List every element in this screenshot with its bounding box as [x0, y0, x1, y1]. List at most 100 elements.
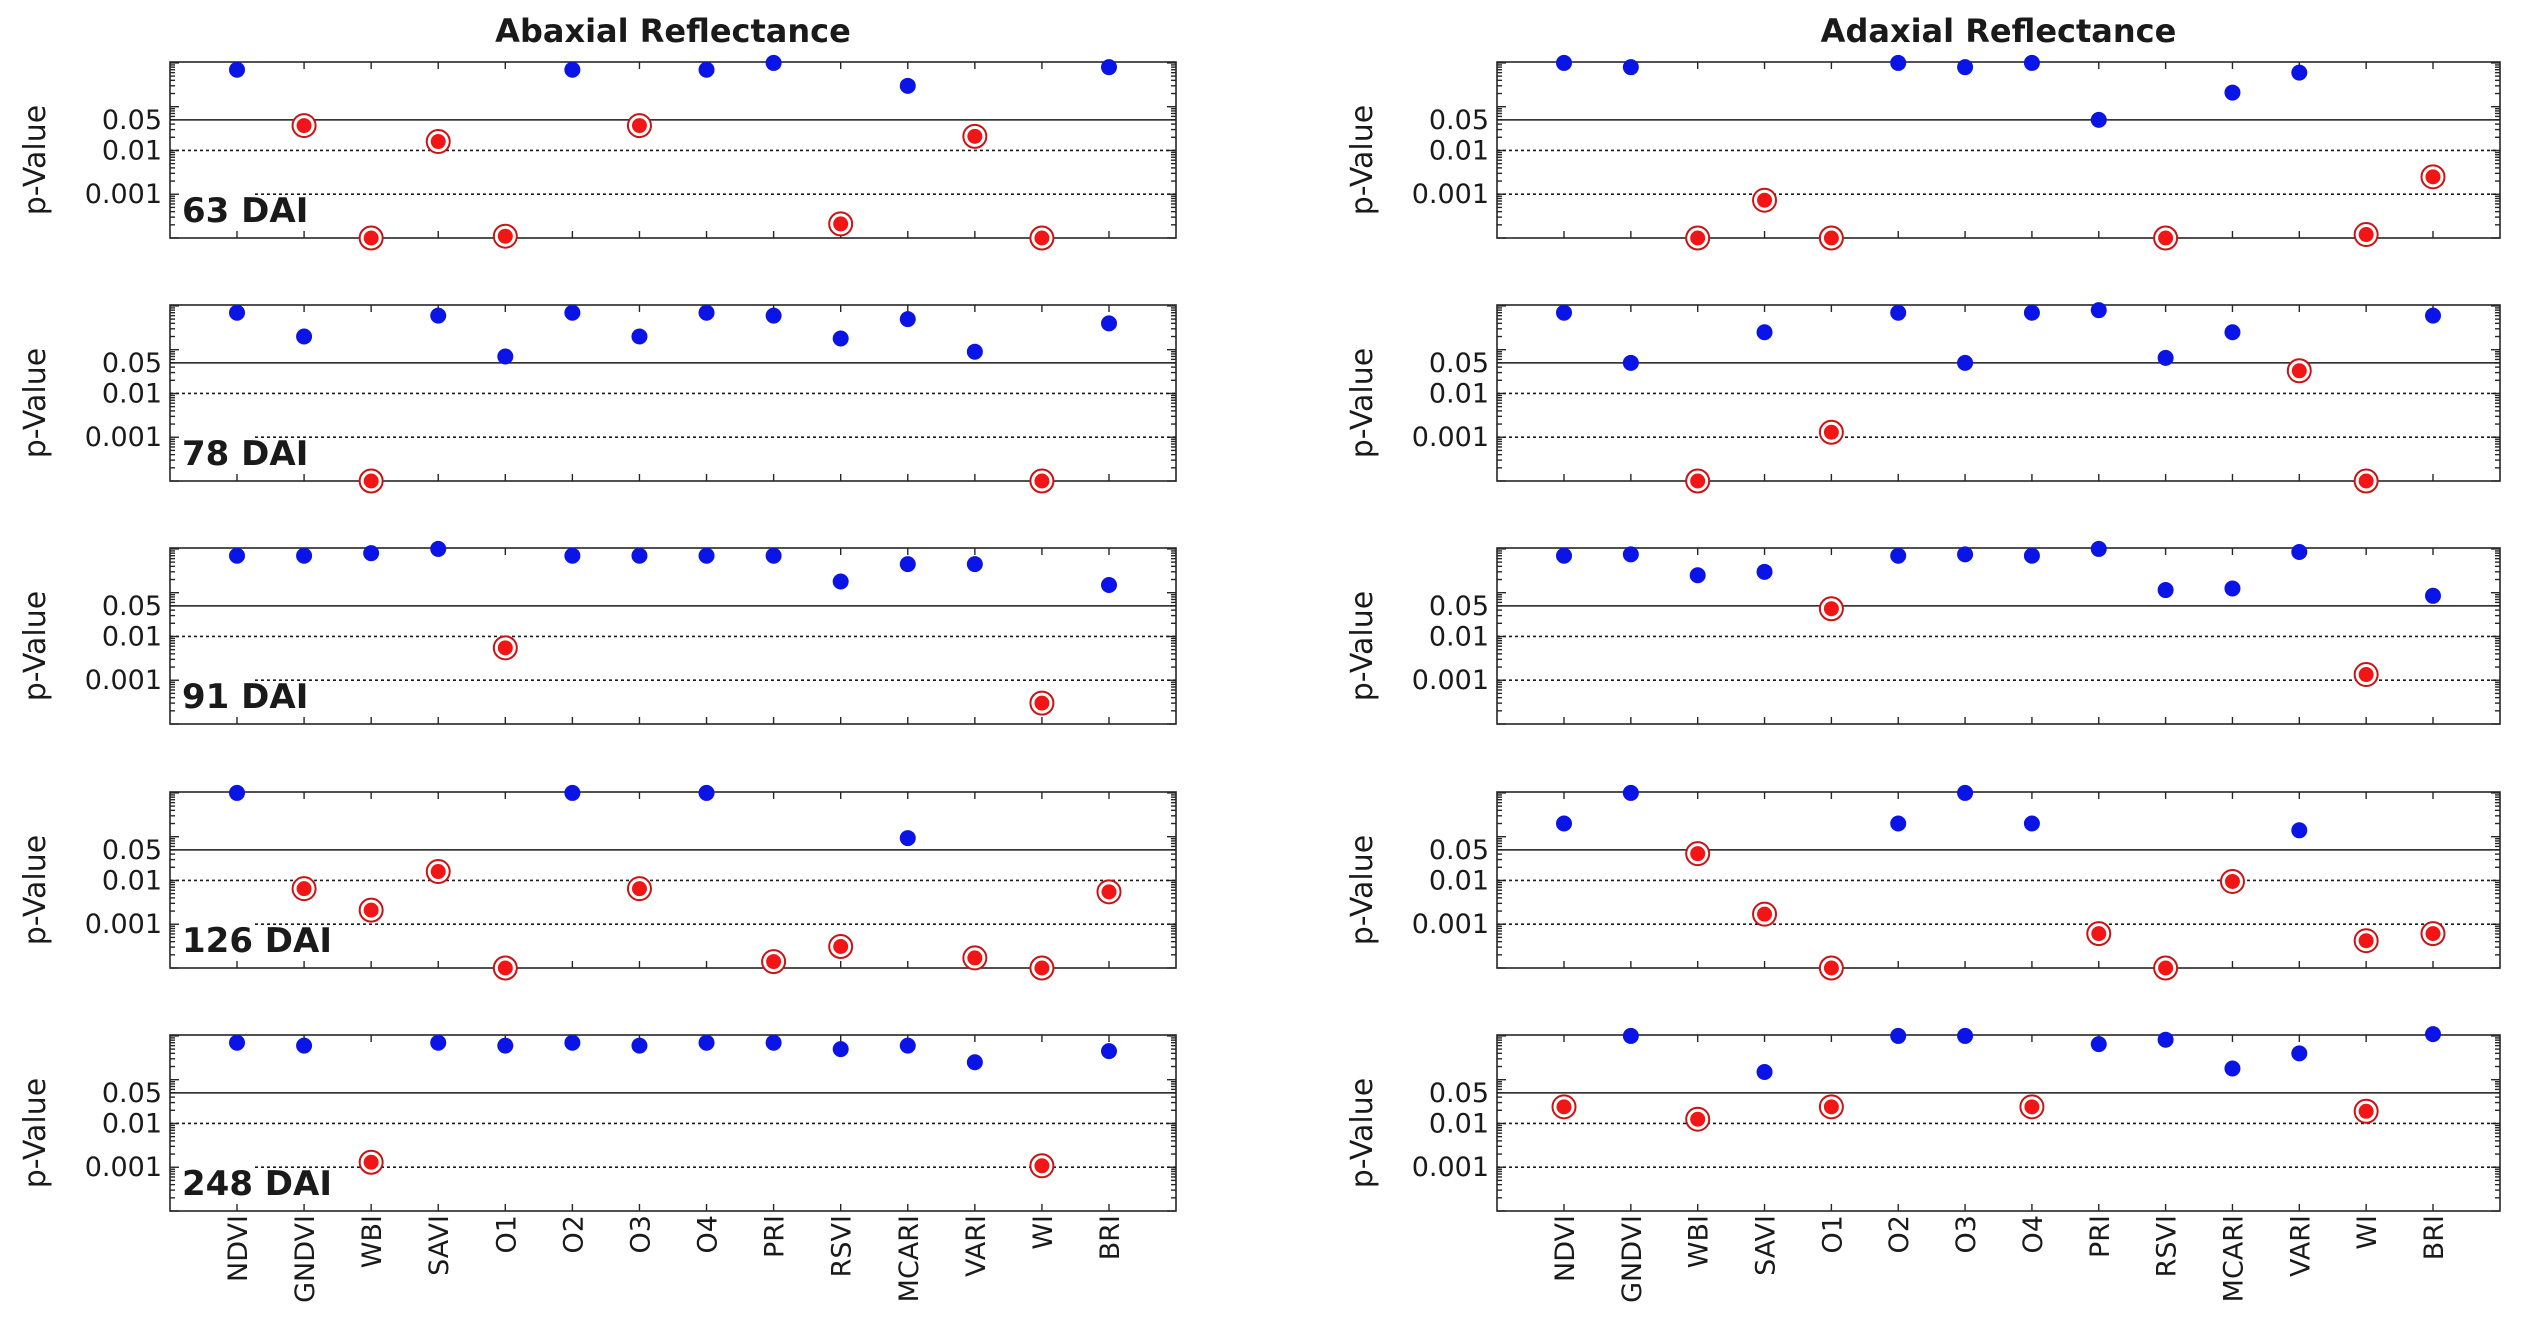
nonsignificant-point — [497, 1037, 514, 1054]
nonsignificant-point — [1556, 54, 1572, 71]
y-tick-label: 0.05 — [102, 835, 162, 866]
subplot-row-0: 0.050.01 0.001 p-Value — [1345, 54, 2501, 251]
nonsignificant-point — [899, 556, 916, 573]
nonsignificant-point — [832, 1041, 849, 1058]
nonsignificant-point — [229, 61, 245, 78]
chart-title: Adaxial Reflectance — [1821, 12, 2177, 50]
nonsignificant-point — [564, 304, 581, 321]
nonsignificant-point — [1101, 1043, 1117, 1060]
nonsignificant-point — [564, 784, 581, 801]
significant-point — [2291, 363, 2307, 379]
nonsignificant-point — [2425, 307, 2441, 324]
nonsignificant-point — [564, 547, 581, 564]
day-label: 248 DAI — [182, 1164, 332, 1204]
y-tick-label: 0.01 — [102, 1108, 162, 1139]
significant-point — [363, 902, 379, 918]
nonsignificant-point — [1957, 354, 1974, 371]
nonsignificant-point — [966, 1054, 983, 1071]
y-axis-label: p-Value — [1345, 105, 1380, 216]
nonsignificant-point — [2023, 54, 2040, 71]
y-axis-label: p-Value — [1345, 835, 1380, 946]
nonsignificant-point — [430, 540, 447, 557]
y-tick-label: 0.01 — [1429, 621, 1489, 652]
y-axis-label: p-Value — [1345, 591, 1380, 702]
subplot-row-4: 0.050.01 0.001 p-Value 248 DAI — [18, 1034, 1177, 1212]
y-tick-label: 0.05 — [1429, 591, 1489, 622]
significant-point — [1690, 1111, 1706, 1127]
x-tick-label: SAVI — [1751, 1215, 1782, 1276]
nonsignificant-point — [1622, 354, 1639, 371]
significant-point — [631, 118, 647, 134]
significant-point — [2358, 473, 2374, 489]
nonsignificant-point — [1101, 59, 1117, 76]
nonsignificant-point — [2224, 324, 2241, 341]
y-axis-label: p-Value — [18, 591, 53, 702]
x-tick-label: PRI — [2085, 1215, 2116, 1258]
x-tick-label: O2 — [558, 1215, 589, 1253]
nonsignificant-point — [1890, 54, 1907, 71]
nonsignificant-point — [1622, 546, 1639, 563]
significant-point — [967, 128, 983, 144]
nonsignificant-point — [2425, 587, 2441, 604]
significant-point — [1034, 1158, 1050, 1174]
y-tick-label: 0.001 — [1412, 1152, 1489, 1183]
x-tick-label: SAVI — [424, 1215, 455, 1276]
x-tick-label: VARI — [961, 1215, 992, 1277]
subplot-row-1: 0.050.01 0.001 p-Value 78 DAI — [18, 304, 1177, 494]
day-label: 63 DAI — [182, 191, 308, 231]
y-tick-label: 0.001 — [85, 665, 162, 696]
nonsignificant-point — [1756, 563, 1773, 580]
nonsignificant-point — [631, 328, 648, 345]
significant-point — [1034, 473, 1050, 489]
x-tick-label: MCARI — [894, 1215, 925, 1302]
y-tick-label: 0.001 — [85, 179, 162, 210]
significant-point — [2425, 169, 2441, 185]
nonsignificant-point — [2291, 544, 2308, 561]
nonsignificant-point — [1556, 304, 1572, 321]
x-tick-label: PRI — [760, 1215, 791, 1258]
nonsignificant-point — [2291, 822, 2308, 839]
y-tick-label: 0.001 — [85, 1152, 162, 1183]
significant-point — [1690, 846, 1706, 862]
x-tick-label: O1 — [491, 1215, 522, 1253]
nonsignificant-point — [899, 311, 916, 328]
significant-point — [1034, 695, 1050, 711]
nonsignificant-point — [2023, 304, 2040, 321]
nonsignificant-point — [1957, 546, 1974, 563]
y-tick-label: 0.001 — [1412, 665, 1489, 696]
y-tick-label: 0.001 — [85, 422, 162, 453]
significant-point — [1556, 1099, 1572, 1115]
nonsignificant-point — [698, 784, 715, 801]
x-tick-label: GNDVI — [290, 1215, 321, 1303]
significant-point — [2358, 227, 2374, 243]
nonsignificant-point — [1101, 315, 1117, 332]
nonsignificant-point — [229, 304, 245, 321]
significant-point — [497, 228, 513, 244]
significant-point — [1823, 960, 1839, 976]
nonsignificant-point — [296, 1037, 313, 1054]
nonsignificant-point — [2157, 349, 2174, 366]
significant-point — [967, 950, 983, 966]
y-tick-label: 0.01 — [1429, 865, 1489, 896]
significant-point — [1823, 1099, 1839, 1115]
y-tick-label: 0.05 — [102, 591, 162, 622]
y-tick-label: 0.001 — [1412, 422, 1489, 453]
nonsignificant-point — [2425, 1026, 2441, 1043]
x-tick-label: VARI — [2285, 1215, 2316, 1277]
x-tick-label: WBI — [1684, 1215, 1715, 1268]
nonsignificant-point — [631, 547, 648, 564]
nonsignificant-point — [1556, 547, 1572, 564]
day-label: 91 DAI — [182, 677, 308, 717]
significant-point — [2024, 1099, 2040, 1115]
nonsignificant-point — [1957, 59, 1974, 76]
y-tick-label: 0.05 — [1429, 348, 1489, 379]
significant-point — [296, 118, 312, 134]
significant-point — [833, 938, 849, 954]
y-tick-label: 0.05 — [1429, 835, 1489, 866]
nonsignificant-point — [1622, 59, 1639, 76]
nonsignificant-point — [564, 1034, 581, 1051]
y-tick-label: 0.01 — [102, 865, 162, 896]
nonsignificant-point — [2023, 547, 2040, 564]
nonsignificant-point — [698, 304, 715, 321]
